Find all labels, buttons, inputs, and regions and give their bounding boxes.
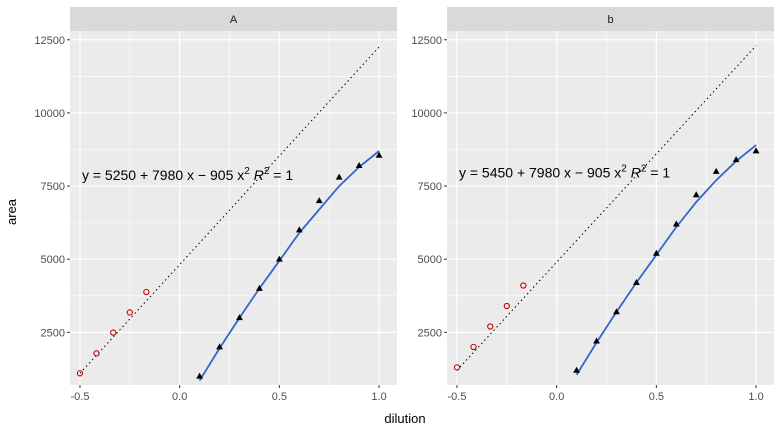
equation-part-3: R: [254, 167, 264, 183]
extrapolated-point: [520, 282, 527, 289]
extrapolated-point: [453, 364, 461, 371]
strip-label: b: [607, 14, 613, 26]
measured-point: [355, 161, 363, 168]
measured-point: [613, 308, 620, 315]
fit-line: [575, 144, 757, 376]
regression-equation: y = 5250 + 7980 x − 905 x2 R2 = 1: [82, 166, 293, 183]
extrapolated-point: [126, 309, 133, 316]
x-tick-label: 0.5: [649, 391, 664, 403]
x-tick-label: 1.0: [748, 391, 763, 403]
y-tick-label: 7500: [41, 181, 65, 193]
y-tick-label: 7500: [418, 181, 442, 193]
extrapolation-line: [79, 46, 380, 374]
measured-point: [573, 366, 581, 373]
x-tick-label: 0.0: [172, 391, 187, 403]
measured-point: [752, 147, 760, 154]
x-axis-title: dilution: [384, 411, 425, 426]
extrapolated-point: [143, 288, 150, 296]
strip-background: [70, 7, 397, 31]
measured-point: [315, 197, 323, 204]
extrapolated-point: [503, 302, 510, 310]
measured-point: [672, 220, 680, 227]
x-tick-label: -0.5: [447, 391, 466, 403]
measured-point: [275, 255, 283, 262]
equation-part-0: y = 5450 + 7980 x − 905 x: [459, 164, 621, 180]
measured-point: [256, 284, 263, 291]
measured-point: [236, 314, 243, 321]
measured-point: [732, 156, 740, 163]
x-tick-label: -0.5: [70, 391, 89, 403]
extrapolated-point: [93, 350, 100, 357]
extrapolated-point: [76, 370, 84, 377]
measured-point: [593, 337, 600, 344]
y-tick-label: 10000: [34, 108, 65, 120]
equation-part-3: R: [631, 164, 641, 180]
extrapolation-line: [456, 45, 757, 371]
y-tick-label: 2500: [41, 327, 65, 339]
strip-background: [447, 7, 774, 31]
measured-point: [692, 191, 700, 198]
measured-point: [375, 151, 383, 158]
x-tick-label: 1.0: [371, 391, 386, 403]
panel-0: A -0.5 0.0 0.5 1.0 2500 5000 7500 10000 12500 y = …: [34, 7, 397, 403]
equation-part-1: 2: [621, 163, 627, 174]
y-tick-label: 12500: [411, 35, 442, 47]
panel-background: [447, 31, 774, 385]
equation-part-0: y = 5250 + 7980 x − 905 x: [82, 167, 244, 183]
measured-point: [216, 343, 223, 350]
measured-point: [335, 173, 343, 180]
x-tick-label: 0.5: [272, 391, 287, 403]
y-tick-label: 12500: [34, 35, 65, 47]
equation-part-4: 2: [641, 163, 647, 174]
fit-line: [198, 150, 380, 382]
extrapolated-point: [470, 343, 477, 351]
y-tick-label: 2500: [418, 327, 442, 339]
equation-part-5: = 1: [646, 164, 670, 180]
panel-1: b -0.5 0.0 0.5 1.0 2500 5000 7500 10000 12500 y = …: [411, 7, 774, 403]
equation-part-5: = 1: [269, 167, 293, 183]
extrapolated-point: [487, 323, 494, 330]
y-tick-label: 5000: [418, 254, 442, 266]
equation-part-1: 2: [244, 166, 250, 177]
extrapolated-point: [110, 329, 117, 336]
measured-point: [295, 226, 303, 233]
y-tick-label: 10000: [411, 108, 442, 120]
measured-point: [712, 167, 720, 174]
measured-point: [196, 372, 204, 379]
strip-label: A: [230, 14, 238, 26]
regression-equation: y = 5450 + 7980 x − 905 x2 R2 = 1: [459, 163, 670, 180]
measured-point: [633, 279, 640, 286]
equation-part-4: 2: [264, 166, 270, 177]
y-axis-title: area: [4, 198, 19, 225]
x-tick-label: 0.0: [549, 391, 564, 403]
measured-point: [652, 249, 660, 256]
y-tick-label: 5000: [41, 254, 65, 266]
